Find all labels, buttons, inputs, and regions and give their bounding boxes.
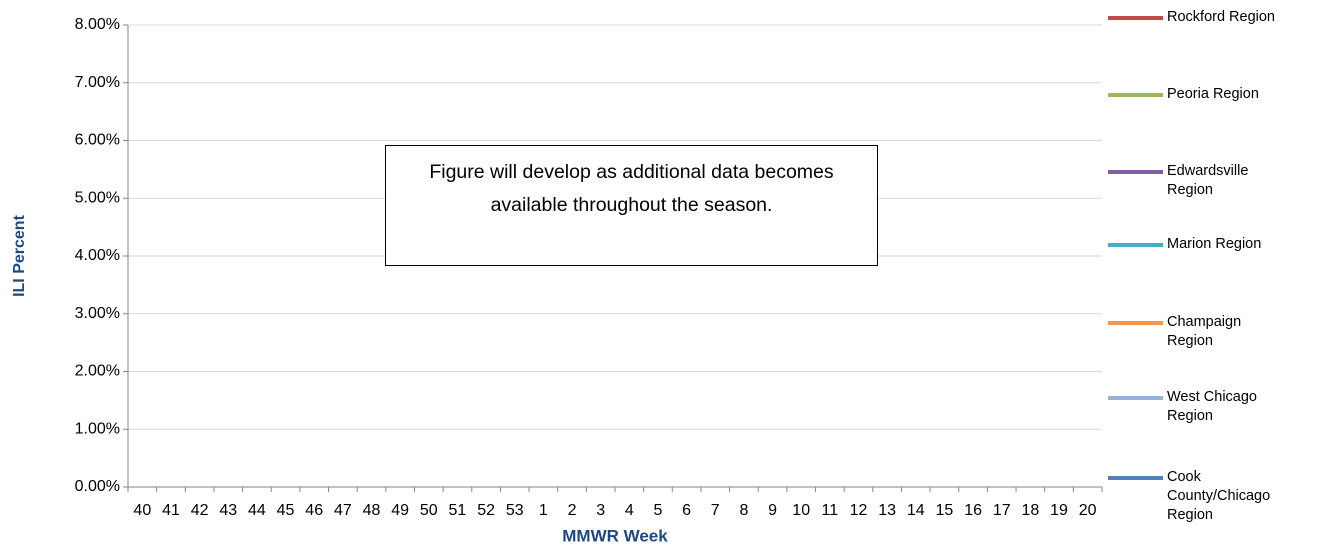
x-tick-label: 3: [596, 502, 605, 519]
x-tick-label: 14: [907, 502, 925, 519]
legend-label: Peoria Region: [1167, 86, 1259, 102]
x-tick-label: 50: [420, 502, 438, 519]
legend-label: Marion Region: [1167, 236, 1262, 252]
x-axis-title: MMWR Week: [562, 526, 668, 545]
y-tick-label: 3.00%: [75, 305, 120, 322]
x-tick-label: 48: [363, 502, 381, 519]
x-tick-label: 11: [822, 502, 839, 519]
y-tick-label: 4.00%: [75, 247, 120, 264]
x-tick-label: 10: [792, 502, 810, 519]
x-tick-label: 42: [191, 502, 209, 519]
x-tick-label: 44: [248, 502, 266, 519]
x-tick-label: 52: [477, 502, 495, 519]
legend-label: West Chicago Region: [1167, 389, 1257, 424]
x-tick-label: 49: [391, 502, 409, 519]
x-tick-label: 20: [1079, 502, 1097, 519]
x-tick-label: 17: [993, 502, 1011, 519]
x-tick-label: 4: [625, 502, 634, 519]
y-tick-label: 0.00%: [75, 478, 120, 495]
legend-label: Champaign Region: [1167, 314, 1242, 349]
y-tick-label: 2.00%: [75, 363, 120, 380]
x-tick-label: 19: [1050, 502, 1068, 519]
y-tick-label: 7.00%: [75, 74, 120, 91]
x-tick-label: 41: [162, 502, 180, 519]
y-tick-label: 1.00%: [75, 420, 120, 437]
x-tick-label: 51: [449, 502, 467, 519]
x-tick-label: 53: [506, 502, 524, 519]
x-tick-label: 5: [654, 502, 663, 519]
x-tick-label: 7: [711, 502, 720, 519]
x-tick-label: 40: [133, 502, 151, 519]
x-tick-label: 9: [768, 502, 777, 519]
y-tick-label: 6.00%: [75, 132, 120, 149]
x-tick-label: 8: [739, 502, 748, 519]
x-tick-label: 16: [964, 502, 982, 519]
x-tick-label: 43: [219, 502, 237, 519]
y-tick-label: 8.00%: [75, 16, 120, 33]
y-tick-label: 5.00%: [75, 189, 120, 206]
legend-label: Rockford Region: [1167, 9, 1275, 25]
legend-label: Cook County/Chicago Region: [1167, 469, 1271, 523]
x-tick-label: 47: [334, 502, 352, 519]
x-tick-label: 6: [682, 502, 691, 519]
x-tick-label: 2: [568, 502, 577, 519]
x-tick-label: 1: [539, 502, 548, 519]
x-tick-label: 18: [1021, 502, 1039, 519]
x-tick-label: 13: [878, 502, 896, 519]
annotation: Figure will develop as additional data b…: [385, 145, 878, 266]
legend-label: Edwardsville Region: [1167, 163, 1249, 198]
x-tick-label: 45: [277, 502, 295, 519]
x-tick-label: 15: [936, 502, 954, 519]
x-tick-label: 46: [305, 502, 323, 519]
y-axis-title: ILI Percent: [11, 214, 28, 296]
x-tick-label: 12: [850, 502, 868, 519]
